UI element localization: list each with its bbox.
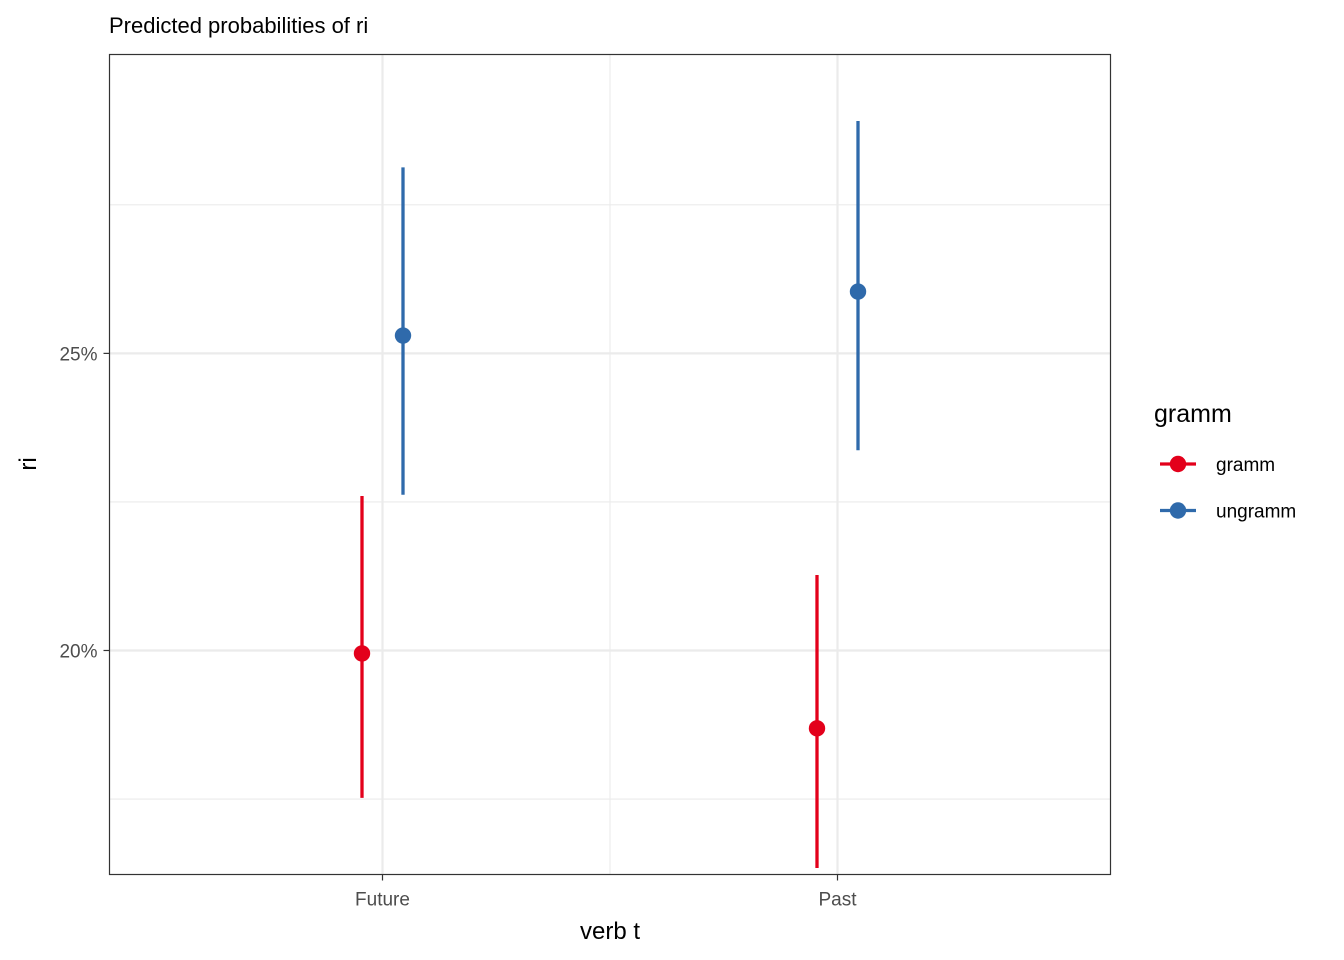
data-point <box>353 645 371 662</box>
data-point <box>849 283 867 300</box>
series <box>353 121 867 868</box>
x-axis-title: verb t <box>580 918 640 945</box>
x-tick-label: Past <box>818 890 857 911</box>
y-axis-title: ri <box>15 457 42 470</box>
legend-label: gramm <box>1216 455 1275 476</box>
legend: gramm gramm ungramm <box>1154 400 1296 523</box>
axes: 20% 25% Future Past <box>59 344 857 910</box>
plot-panel <box>108 53 1112 876</box>
grid <box>109 54 1111 875</box>
legend-key-point <box>1169 455 1187 473</box>
legend-key-point <box>1169 502 1187 519</box>
y-tick-label: 20% <box>59 641 97 662</box>
x-tick-label: Future <box>355 890 410 911</box>
y-tick-label: 25% <box>59 344 97 365</box>
legend-label: ungramm <box>1216 502 1296 523</box>
data-point <box>394 327 412 344</box>
data-point <box>808 720 826 737</box>
legend-title: gramm <box>1154 400 1232 428</box>
chart-title: Predicted probabilities of ri <box>109 13 368 38</box>
